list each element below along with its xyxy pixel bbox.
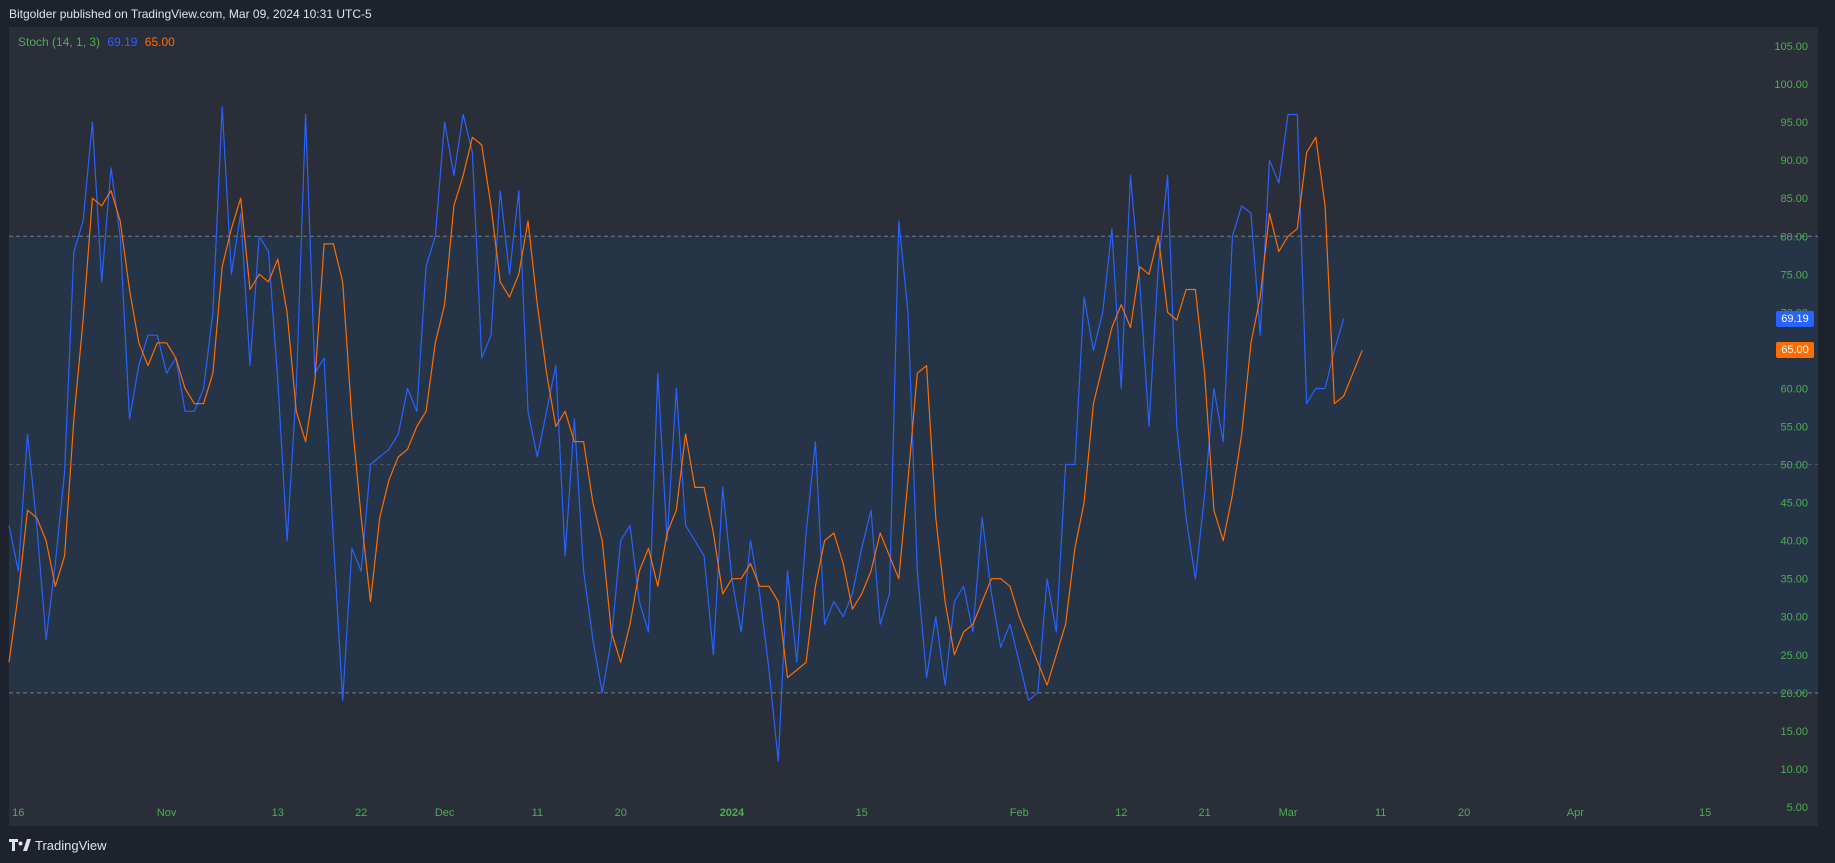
x-tick-label: 2024 — [720, 807, 745, 819]
x-tick-label: 11 — [532, 807, 543, 819]
publish-header: Bitgolder published on TradingView.com, … — [9, 7, 372, 21]
y-tick-label: 10.00 — [1780, 764, 1808, 776]
indicator-legend[interactable]: Stoch (14, 1, 3) 69.19 65.00 — [18, 35, 175, 49]
y-axis[interactable]: 5.00 10.00 15.00 20.00 25.00 30.00 35.00 40.00 4… — [1774, 41, 1808, 814]
stochastic-chart[interactable]: 5.00 10.00 15.00 20.00 25.00 30.00 35.00 40.00 4… — [0, 0, 1835, 835]
d-series-line — [8, 136, 1363, 686]
x-tick-label: 22 — [355, 807, 367, 819]
series-group — [8, 106, 1363, 762]
footer-brand-text: TradingView — [35, 837, 107, 853]
x-tick-label: Feb — [1010, 807, 1029, 819]
x-tick-label: 20 — [615, 807, 627, 819]
y-tick-label: 95.00 — [1780, 117, 1808, 129]
x-tick-label: 11 — [1375, 807, 1386, 819]
y-tick-label: 55.00 — [1780, 422, 1808, 434]
y-tick-label: 80.00 — [1780, 231, 1808, 243]
y-tick-label: 90.00 — [1780, 155, 1808, 167]
x-tick-label: Dec — [435, 807, 455, 819]
y-tick-label: 30.00 — [1780, 612, 1808, 624]
x-tick-label: Apr — [1567, 807, 1584, 819]
k-price-label: 69.19 — [1776, 310, 1814, 327]
y-tick-label: 40.00 — [1780, 536, 1808, 548]
tradingview-logo-icon — [9, 839, 31, 851]
x-tick-label: 12 — [1115, 807, 1127, 819]
x-tick-label: 21 — [1199, 807, 1211, 819]
y-tick-label: 85.00 — [1780, 193, 1808, 205]
y-tick-label: 20.00 — [1780, 688, 1808, 700]
x-tick-label: 13 — [272, 807, 284, 819]
x-axis[interactable]: 16 Nov 13 22 Dec 11 20 2024 15 Feb 12 21 Mar 11 20 Apr 1… — [12, 807, 1711, 819]
y-tick-label: 25.00 — [1780, 650, 1808, 662]
y-tick-label: 35.00 — [1780, 574, 1808, 586]
x-tick-label: Mar — [1279, 807, 1298, 819]
y-tick-label: 75.00 — [1780, 269, 1808, 281]
indicator-name: Stoch (14, 1, 3) — [18, 35, 101, 49]
d-value: 65.00 — [144, 35, 175, 49]
y-tick-label: 15.00 — [1780, 726, 1808, 738]
x-tick-label: 20 — [1458, 807, 1470, 819]
x-tick-label: 15 — [1699, 807, 1711, 819]
y-tick-label: 105.00 — [1774, 41, 1808, 53]
x-tick-label: 16 — [12, 807, 24, 819]
y-tick-label: 45.00 — [1780, 498, 1808, 510]
k-value: 69.19 — [107, 35, 138, 49]
k-series-line — [8, 106, 1345, 762]
d-price-label: 65.00 — [1776, 342, 1814, 359]
x-tick-label: 15 — [856, 807, 868, 819]
x-tick-label: Nov — [157, 807, 177, 819]
y-tick-label: 100.00 — [1774, 79, 1808, 91]
footer-brand[interactable]: TradingView — [9, 836, 107, 854]
y-tick-label: 50.00 — [1780, 460, 1808, 472]
y-tick-label: 60.00 — [1780, 383, 1808, 395]
y-tick-label: 5.00 — [1787, 802, 1808, 814]
